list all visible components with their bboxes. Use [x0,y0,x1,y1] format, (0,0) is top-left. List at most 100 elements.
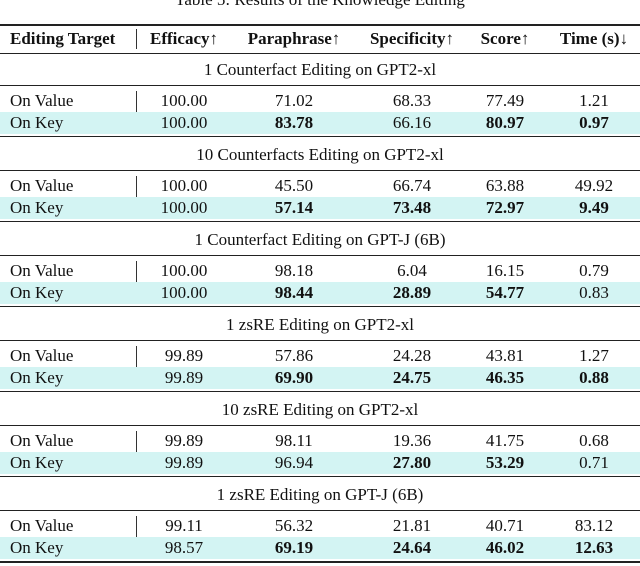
cell: 41.75 [485,431,525,450]
divider [136,29,137,49]
cell: 77.49 [485,91,525,110]
section-title: 10 Counterfacts Editing on GPT2-xl [196,145,444,164]
cell: 57.86 [274,346,314,365]
cell: 100.00 [160,176,208,195]
cell: 28.89 [392,283,432,302]
cell: 46.35 [485,368,525,387]
row-highlight [0,282,640,304]
cell: 43.81 [485,346,525,365]
rule [0,170,640,171]
row-highlight [0,112,640,134]
rule [0,561,640,563]
cell: 49.92 [574,176,614,195]
cell: 63.88 [485,176,525,195]
rule [0,24,640,26]
rule [0,53,640,54]
row-highlight [0,537,640,559]
row-highlight [0,197,640,219]
cell: 46.02 [485,538,525,557]
cell: 6.04 [397,261,427,280]
section-title: 1 Counterfact Editing on GPT-J (6B) [194,230,446,249]
cell: 54.77 [485,283,525,302]
cell: On Value [10,261,74,280]
cell: 83.78 [274,113,314,132]
cell: 1.21 [579,91,609,110]
cell: 0.88 [579,368,609,387]
cell: On Key [10,113,64,132]
cell: 53.29 [485,453,525,472]
cell: On Key [10,368,64,387]
cell: 69.90 [274,368,314,387]
cell: 1.27 [579,346,609,365]
cell: 0.79 [579,261,609,280]
cell: 99.89 [164,346,204,365]
rule [0,340,640,341]
cell: 0.68 [579,431,609,450]
section-title: 1 zsRE Editing on GPT-J (6B) [216,485,424,504]
cell: 100.00 [160,198,208,217]
cell: 99.89 [164,453,204,472]
cell: On Key [10,283,64,302]
column-header: Efficacy↑ [150,29,218,48]
cell: 98.44 [274,283,314,302]
cell: On Key [10,538,64,557]
rule [0,255,640,256]
cell: On Value [10,176,74,195]
cell: 45.50 [274,176,314,195]
cell: 100.00 [160,261,208,280]
cell: On Key [10,453,64,472]
cell: On Value [10,516,74,535]
cell: 56.32 [274,516,314,535]
column-header: Specificity↑ [369,29,455,48]
cell: 96.94 [274,453,314,472]
cell: 66.16 [392,113,432,132]
cell: 16.15 [485,261,525,280]
column-header: Paraphrase↑ [247,29,341,48]
rule [0,85,640,86]
cell: 66.74 [392,176,432,195]
caption: Table 5: Results of the Knowledge Editin… [175,0,465,10]
cell: On Value [10,346,74,365]
rule [0,476,640,477]
cell: 80.97 [485,113,525,132]
column-header: Editing Target [10,29,116,48]
cell: 27.80 [392,453,432,472]
cell: 73.48 [392,198,432,217]
cell: 98.18 [274,261,314,280]
cell: 69.19 [274,538,314,557]
column-header: Score↑ [480,29,530,48]
rule [0,136,640,137]
cell: On Value [10,91,74,110]
rule [0,391,640,392]
cell: 0.71 [579,453,609,472]
cell: 24.28 [392,346,432,365]
cell: 24.75 [392,368,432,387]
cell: 99.89 [164,431,204,450]
cell: On Key [10,198,64,217]
section-title: 10 zsRE Editing on GPT2-xl [221,400,419,419]
cell: 19.36 [392,431,432,450]
section-title: 1 zsRE Editing on GPT2-xl [226,315,414,334]
rule [0,221,640,222]
cell: 99.11 [165,516,203,535]
cell: 24.64 [392,538,432,557]
cell: 99.89 [164,368,204,387]
cell: 68.33 [392,91,432,110]
cell: 9.49 [579,198,609,217]
cell: 40.71 [485,516,525,535]
rule [0,306,640,307]
cell: 83.12 [574,516,614,535]
rule [0,425,640,426]
cell: 0.83 [579,283,609,302]
cell: 100.00 [160,113,208,132]
section-title: 1 Counterfact Editing on GPT2-xl [203,60,437,79]
column-header: Time (s)↓ [559,29,629,48]
cell: 0.97 [579,113,609,132]
cell: 12.63 [574,538,614,557]
cell: 71.02 [274,91,314,110]
row-highlight [0,452,640,474]
cell: 98.11 [275,431,313,450]
cell: 100.00 [160,283,208,302]
cell: 72.97 [485,198,525,217]
